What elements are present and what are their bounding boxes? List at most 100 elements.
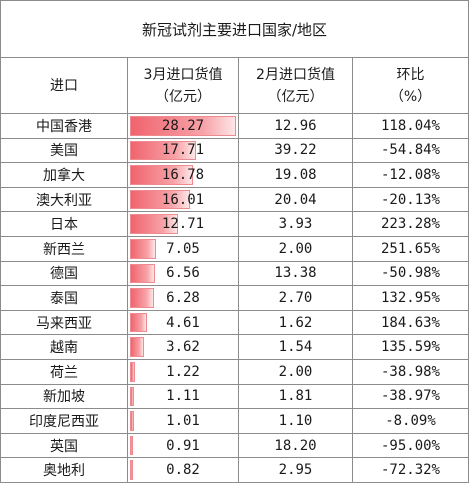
cell-region[interactable]: 新西兰 bbox=[0, 235, 128, 262]
cell-march-value[interactable]: 12.71 bbox=[127, 211, 239, 237]
cell-feb-value[interactable]: 1.81 bbox=[238, 383, 353, 410]
cell-region[interactable]: 越南 bbox=[0, 334, 128, 360]
cell-mom-value[interactable]: -8.09% bbox=[352, 408, 469, 434]
cell-region[interactable]: 美国 bbox=[0, 137, 128, 164]
march-value-text: 6.28 bbox=[166, 289, 200, 306]
march-value-text: 17.71 bbox=[161, 142, 205, 159]
cell-region[interactable]: 英国 bbox=[0, 432, 128, 459]
cell-feb-value[interactable]: 39.22 bbox=[238, 137, 353, 164]
cell-march-value[interactable]: 0.82 bbox=[127, 457, 239, 483]
table-title: 新冠试剂主要进口国家/地区 bbox=[0, 0, 469, 58]
cell-march-value[interactable]: 16.01 bbox=[127, 186, 239, 213]
table-row: 德国 6.56 13.38 -50.98% bbox=[0, 260, 469, 287]
data-bar bbox=[130, 288, 154, 308]
cell-march-value[interactable]: 28.27 bbox=[127, 113, 239, 139]
data-bar bbox=[130, 165, 193, 185]
table-row: 美国 17.71 39.22 -54.84% bbox=[0, 137, 469, 164]
cell-region[interactable]: 印度尼西亚 bbox=[0, 408, 128, 434]
cell-mom-value[interactable]: 132.95% bbox=[352, 285, 469, 311]
header-march: 3月进口货值 （亿元） bbox=[127, 57, 239, 114]
cell-march-value[interactable]: 17.71 bbox=[127, 137, 239, 164]
cell-region[interactable]: 泰国 bbox=[0, 285, 128, 311]
header-feb-line1: 2月进口货值 bbox=[256, 66, 335, 83]
march-value-text: 1.22 bbox=[166, 363, 200, 380]
cell-region[interactable]: 德国 bbox=[0, 260, 128, 287]
data-bar bbox=[130, 238, 157, 259]
table-row: 英国 0.91 18.20 -95.00% bbox=[0, 432, 469, 459]
cell-feb-value[interactable]: 12.96 bbox=[238, 113, 353, 139]
cell-march-value[interactable]: 6.28 bbox=[127, 285, 239, 311]
cell-feb-value[interactable]: 3.93 bbox=[238, 211, 353, 237]
header-region-label: 进口 bbox=[50, 77, 78, 94]
cell-feb-value[interactable]: 2.00 bbox=[238, 358, 353, 385]
data-bar bbox=[130, 435, 134, 456]
data-bar bbox=[130, 312, 148, 333]
table-row: 澳大利亚 16.01 20.04 -20.13% bbox=[0, 186, 469, 213]
header-feb: 2月进口货值 （亿元） bbox=[238, 57, 353, 114]
cell-mom-value[interactable]: 118.04% bbox=[352, 113, 469, 139]
cell-mom-value[interactable]: 223.28% bbox=[352, 211, 469, 237]
cell-march-value[interactable]: 6.56 bbox=[127, 260, 239, 287]
cell-mom-value[interactable]: -38.97% bbox=[352, 383, 469, 410]
cell-mom-value[interactable]: -12.08% bbox=[352, 162, 469, 188]
cell-feb-value[interactable]: 2.95 bbox=[238, 457, 353, 483]
cell-feb-value[interactable]: 19.08 bbox=[238, 162, 353, 188]
cell-region[interactable]: 马来西亚 bbox=[0, 309, 128, 336]
cell-feb-value[interactable]: 13.38 bbox=[238, 260, 353, 287]
table-body: 中国香港 28.27 12.96 118.04% 美国 17.71 39.22 -54.84%… bbox=[0, 113, 469, 483]
march-value-text: 28.27 bbox=[161, 117, 205, 134]
cell-march-value[interactable]: 7.05 bbox=[127, 235, 239, 262]
table-row: 印度尼西亚 1.01 1.10 -8.09% bbox=[0, 408, 469, 434]
cell-region[interactable]: 日本 bbox=[0, 211, 128, 237]
cell-mom-value[interactable]: 184.63% bbox=[352, 309, 469, 336]
march-value-text: 0.91 bbox=[166, 437, 200, 454]
cell-mom-value[interactable]: 135.59% bbox=[352, 334, 469, 360]
cell-feb-value[interactable]: 18.20 bbox=[238, 432, 353, 459]
cell-feb-value[interactable]: 1.62 bbox=[238, 309, 353, 336]
data-bar bbox=[130, 189, 191, 210]
cell-mom-value[interactable]: -20.13% bbox=[352, 186, 469, 213]
cell-region[interactable]: 新加坡 bbox=[0, 383, 128, 410]
cell-feb-value[interactable]: 1.54 bbox=[238, 334, 353, 360]
cell-march-value[interactable]: 4.61 bbox=[127, 309, 239, 336]
cell-march-value[interactable]: 3.62 bbox=[127, 334, 239, 360]
cell-mom-value[interactable]: 251.65% bbox=[352, 235, 469, 262]
cell-feb-value[interactable]: 2.00 bbox=[238, 235, 353, 262]
cell-region[interactable]: 澳大利亚 bbox=[0, 186, 128, 213]
cell-mom-value[interactable]: -54.84% bbox=[352, 137, 469, 164]
march-value-text: 6.56 bbox=[166, 265, 200, 282]
data-bar bbox=[130, 116, 236, 136]
cell-march-value[interactable]: 1.11 bbox=[127, 383, 239, 410]
cell-mom-value[interactable]: -38.98% bbox=[352, 358, 469, 385]
march-value-text: 3.62 bbox=[166, 339, 200, 356]
cell-region[interactable]: 奥地利 bbox=[0, 457, 128, 483]
data-bar bbox=[130, 411, 134, 431]
table-row: 中国香港 28.27 12.96 118.04% bbox=[0, 113, 469, 139]
cell-feb-value[interactable]: 20.04 bbox=[238, 186, 353, 213]
cell-feb-value[interactable]: 1.10 bbox=[238, 408, 353, 434]
header-region: 进口 bbox=[0, 57, 128, 114]
march-value-text: 7.05 bbox=[166, 240, 200, 257]
data-bar bbox=[130, 263, 155, 284]
data-bar bbox=[130, 140, 197, 161]
cell-march-value[interactable]: 1.01 bbox=[127, 408, 239, 434]
header-feb-line2: （亿元） bbox=[267, 88, 324, 105]
march-value-text: 1.01 bbox=[166, 412, 200, 429]
march-value-text: 4.61 bbox=[166, 314, 200, 331]
cell-region[interactable]: 荷兰 bbox=[0, 358, 128, 385]
march-value-text: 0.82 bbox=[166, 462, 200, 479]
cell-region[interactable]: 加拿大 bbox=[0, 162, 128, 188]
cell-march-value[interactable]: 0.91 bbox=[127, 432, 239, 459]
cell-march-value[interactable]: 16.78 bbox=[127, 162, 239, 188]
cell-mom-value[interactable]: -50.98% bbox=[352, 260, 469, 287]
header-mom: 环比 （%） bbox=[352, 57, 469, 114]
cell-mom-value[interactable]: -72.32% bbox=[352, 457, 469, 483]
cell-mom-value[interactable]: -95.00% bbox=[352, 432, 469, 459]
cell-march-value[interactable]: 1.22 bbox=[127, 358, 239, 385]
cell-feb-value[interactable]: 2.70 bbox=[238, 285, 353, 311]
cell-region[interactable]: 中国香港 bbox=[0, 113, 128, 139]
data-bar bbox=[130, 337, 144, 357]
data-bar bbox=[130, 361, 135, 382]
